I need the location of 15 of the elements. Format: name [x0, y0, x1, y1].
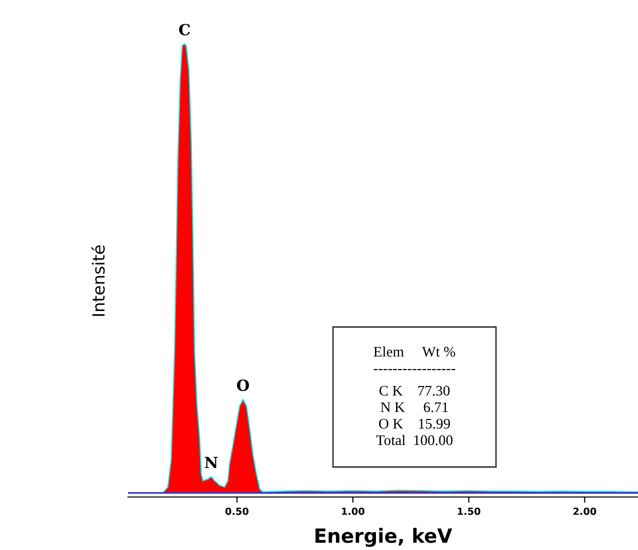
- annotation: C K 77.30: [379, 386, 450, 396]
- annotation: Total 100.00: [376, 434, 453, 446]
- y-axis-title: Intensité: [91, 245, 105, 316]
- annotation: Elem Wt %: [374, 346, 456, 357]
- annotation: O K 15.99: [379, 418, 450, 429]
- x-tick-label: 2.00: [573, 508, 596, 515]
- annotation: -----------------: [374, 369, 456, 370]
- annotation: N: [204, 456, 218, 468]
- x-axis-title: Energie, keV: [316, 528, 452, 547]
- annotation: N K 6.71: [380, 402, 448, 412]
- annotation: C: [179, 24, 190, 36]
- annotation: O: [236, 379, 249, 392]
- x-tick-label: 0.50: [225, 508, 248, 515]
- x-tick-label: 1.00: [342, 508, 364, 515]
- x-tick-label: 1.50: [458, 508, 480, 515]
